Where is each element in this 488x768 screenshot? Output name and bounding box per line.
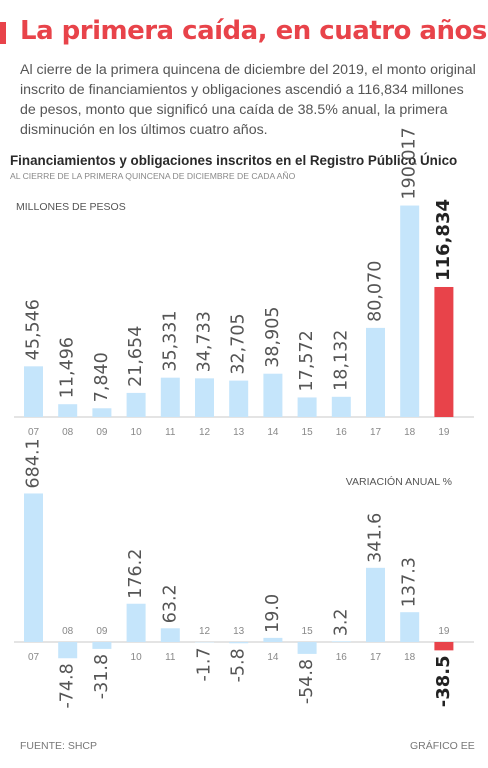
value-label-amount-16: 18,132 bbox=[331, 330, 351, 391]
value-label-variation-07: 684.1 bbox=[24, 438, 44, 488]
bar-variation-19 bbox=[434, 642, 454, 651]
value-label-amount-13: 32,705 bbox=[229, 313, 249, 374]
year-label-var-12: 12 bbox=[199, 626, 211, 637]
value-label-variation-19: -38.5 bbox=[433, 655, 454, 707]
source-note: FUENTE: SHCP bbox=[20, 740, 98, 752]
bar-variation-18 bbox=[400, 612, 420, 642]
bar-variation-14 bbox=[263, 637, 283, 642]
year-label-var-08: 08 bbox=[62, 626, 74, 637]
value-label-amount-18: 190,017 bbox=[400, 127, 420, 199]
year-label-var-09: 09 bbox=[96, 626, 108, 637]
year-label-10: 10 bbox=[131, 427, 143, 438]
year-label-11: 11 bbox=[165, 427, 176, 438]
value-label-amount-12: 34,733 bbox=[195, 311, 215, 372]
chart-subtitle: AL CIERRE DE LA PRIMERA QUINCENA DE DICI… bbox=[10, 171, 296, 181]
graphic-credit: GRÁFICO EE bbox=[410, 740, 475, 752]
year-label-var-13: 13 bbox=[233, 626, 245, 637]
value-label-amount-15: 17,572 bbox=[297, 330, 317, 391]
value-label-amount-10: 21,654 bbox=[126, 326, 146, 387]
bar-variation-11 bbox=[160, 628, 180, 642]
value-label-amount-08: 11,496 bbox=[58, 337, 78, 398]
year-label-var-15: 15 bbox=[302, 626, 314, 637]
year-label-19: 19 bbox=[438, 427, 450, 438]
value-label-variation-13: -5.8 bbox=[229, 648, 249, 682]
value-label-variation-15: -54.8 bbox=[297, 659, 317, 704]
value-label-variation-10: 176.2 bbox=[126, 549, 146, 599]
value-label-amount-11: 35,331 bbox=[160, 310, 180, 371]
value-label-amount-07: 45,546 bbox=[24, 299, 44, 360]
bar-amount-11 bbox=[160, 377, 180, 417]
year-label-var-19: 19 bbox=[438, 626, 450, 637]
year-label-17: 17 bbox=[370, 427, 382, 438]
year-label-13: 13 bbox=[233, 427, 245, 438]
bar-amount-14 bbox=[263, 373, 283, 417]
value-label-variation-08: -74.8 bbox=[58, 663, 78, 708]
bar-variation-08 bbox=[58, 642, 78, 659]
bar-amount-17 bbox=[366, 327, 385, 417]
year-label-var-11: 11 bbox=[165, 652, 176, 663]
year-label-var-14: 14 bbox=[267, 652, 279, 663]
bar-amount-07 bbox=[24, 366, 43, 417]
year-label-var-16: 16 bbox=[336, 652, 348, 663]
value-label-amount-19: 116,834 bbox=[433, 199, 454, 281]
year-label-var-07: 07 bbox=[28, 652, 40, 663]
intro-text: Al cierre de la primera quincena de dici… bbox=[20, 62, 476, 138]
bar-amount-18 bbox=[400, 205, 420, 417]
chart1-axis-label: MILLONES DE PESOS bbox=[16, 201, 126, 213]
year-label-15: 15 bbox=[302, 427, 314, 438]
year-label-14: 14 bbox=[267, 427, 279, 438]
value-label-amount-09: 7,840 bbox=[92, 352, 112, 402]
year-label-09: 09 bbox=[96, 427, 108, 438]
value-label-variation-17: 341.6 bbox=[366, 513, 386, 563]
value-label-amount-17: 80,070 bbox=[366, 261, 386, 322]
bar-variation-16 bbox=[331, 641, 351, 642]
bar-variation-15 bbox=[297, 642, 317, 654]
bar-amount-12 bbox=[195, 378, 214, 417]
bar-amount-19 bbox=[434, 286, 454, 417]
year-label-18: 18 bbox=[404, 427, 416, 438]
value-label-variation-18: 137.3 bbox=[400, 557, 420, 607]
value-label-variation-12: -1.7 bbox=[195, 647, 215, 681]
bar-variation-09 bbox=[92, 642, 112, 649]
value-label-amount-14: 38,905 bbox=[263, 306, 283, 367]
headline-accent-bar bbox=[0, 22, 6, 44]
bar-amount-10 bbox=[126, 392, 146, 417]
bar-variation-07 bbox=[24, 493, 43, 642]
value-label-variation-16: 3.2 bbox=[331, 608, 351, 636]
chart2-axis-label: VARIACIÓN ANUAL % bbox=[346, 475, 452, 488]
year-label-12: 12 bbox=[199, 427, 211, 438]
bar-amount-09 bbox=[92, 408, 112, 417]
value-label-variation-09: -31.8 bbox=[92, 654, 112, 699]
bar-amount-16 bbox=[331, 396, 351, 417]
bar-variation-13 bbox=[229, 642, 249, 644]
bar-variation-10 bbox=[126, 603, 146, 642]
year-label-var-17: 17 bbox=[370, 652, 382, 663]
year-label-07: 07 bbox=[28, 427, 40, 438]
value-label-variation-14: 19.0 bbox=[263, 594, 283, 633]
year-label-var-18: 18 bbox=[404, 652, 416, 663]
headline: La primera caída, en cuatro años bbox=[20, 16, 487, 46]
bar-amount-08 bbox=[58, 404, 78, 417]
year-label-08: 08 bbox=[62, 427, 74, 438]
bar-variation-17 bbox=[366, 567, 385, 642]
year-label-16: 16 bbox=[336, 427, 348, 438]
chart-title: Financiamientos y obligaciones inscritos… bbox=[10, 153, 458, 168]
value-label-variation-11: 63.2 bbox=[160, 584, 180, 623]
bar-amount-13 bbox=[229, 380, 249, 417]
year-label-var-10: 10 bbox=[131, 652, 143, 663]
bar-amount-15 bbox=[297, 397, 317, 417]
